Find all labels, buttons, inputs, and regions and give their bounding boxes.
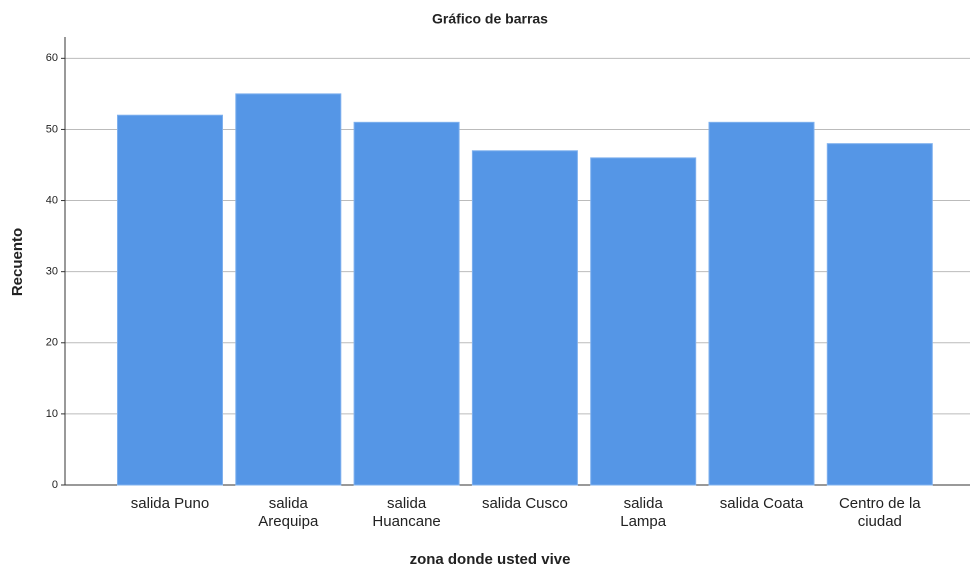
x-tick-label: Centro de la (839, 495, 921, 512)
y-tick-label: 60 (46, 52, 58, 64)
x-tick-label: salida (387, 495, 427, 512)
x-tick-label: ciudad (858, 513, 902, 530)
y-tick-label: 0 (52, 479, 58, 491)
x-tick-label: salida Coata (720, 495, 804, 512)
bar (353, 121, 460, 486)
y-tick-label: 30 (46, 266, 58, 278)
y-tick-label: 10 (46, 408, 58, 420)
x-axis-label: zona donde usted vive (410, 551, 571, 568)
bar (235, 93, 342, 486)
x-tick-label: salida Cusco (482, 495, 568, 512)
bar (117, 114, 223, 486)
x-tick-label: salida (624, 495, 664, 512)
bar (826, 143, 933, 486)
y-tick-label: 50 (46, 123, 58, 135)
x-tick-label: Huancane (372, 513, 440, 530)
bar (471, 150, 578, 486)
bar (590, 157, 697, 486)
x-tick-label: salida (269, 495, 309, 512)
chart-title: Gráfico de barras (432, 11, 548, 27)
bar (708, 121, 815, 486)
x-tick-label: Lampa (620, 513, 667, 530)
y-axis-label: Recuento (9, 228, 26, 296)
x-tick-label: Arequipa (258, 513, 319, 530)
y-tick-label: 40 (46, 194, 58, 206)
y-tick-label: 20 (46, 337, 58, 349)
x-tick-label: salida Puno (131, 495, 209, 512)
